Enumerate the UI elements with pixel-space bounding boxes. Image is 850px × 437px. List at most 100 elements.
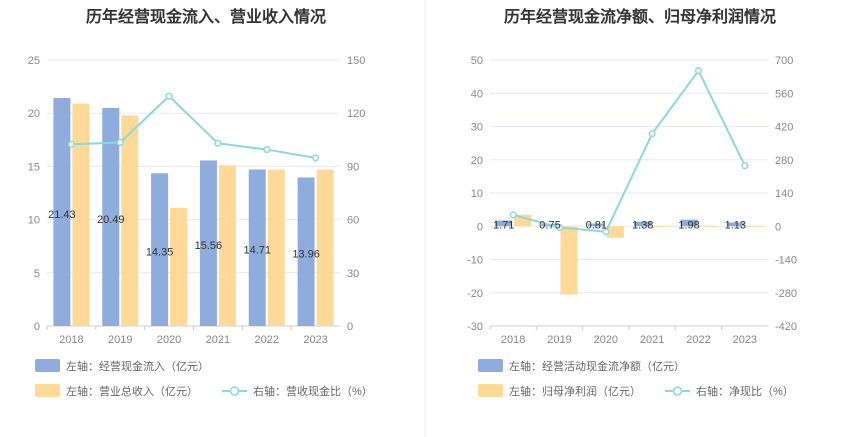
x-tick-label: 2019 bbox=[547, 334, 571, 346]
chart-1-title: 历年经营现金流入、营业收入情况 bbox=[86, 7, 326, 26]
bar-right-series bbox=[606, 226, 624, 238]
legend-label: 左轴：归母净利润（亿元） bbox=[509, 384, 641, 398]
y-right-tick-label: 120 bbox=[347, 108, 365, 120]
bar-right-series bbox=[514, 214, 532, 227]
legend-swatch bbox=[478, 359, 503, 372]
bar-left-axis bbox=[151, 173, 169, 326]
y-left-tick-label: 10 bbox=[471, 188, 483, 200]
bar-right-series bbox=[267, 169, 285, 326]
y-right-tick-label: 560 bbox=[775, 88, 793, 100]
bar-data-label: 21.43 bbox=[48, 209, 76, 221]
bar-right-series bbox=[218, 165, 236, 326]
y-left-tick-label: 30 bbox=[471, 122, 483, 134]
bar-data-label: 1.98 bbox=[678, 219, 699, 231]
y-right-tick-label: 700 bbox=[775, 55, 793, 67]
y-left-tick-label: 25 bbox=[28, 55, 40, 67]
y-right-tick-label: 90 bbox=[347, 161, 359, 173]
bar-left-axis bbox=[587, 223, 605, 227]
y-left-tick-label: 20 bbox=[28, 108, 40, 120]
ratio-point bbox=[165, 92, 173, 100]
legend-item: 左轴：经营活动现金流净额（亿元） bbox=[478, 359, 685, 373]
chart-2-title: 历年经营现金流净额、归母净利润情况 bbox=[504, 7, 776, 26]
bar-right-series bbox=[560, 226, 578, 295]
y-left-tick-label: 15 bbox=[28, 161, 40, 173]
bar-right-series bbox=[653, 225, 671, 227]
bar-data-label: 1.71 bbox=[493, 219, 514, 231]
ratio-point bbox=[648, 130, 656, 138]
y-right-tick-label: 420 bbox=[775, 122, 793, 134]
legend-item: 左轴：经营现金流入（亿元） bbox=[35, 359, 209, 373]
y-left-tick-label: 5 bbox=[34, 268, 40, 280]
legend-swatch bbox=[35, 359, 60, 372]
y-left-tick-label: 50 bbox=[471, 55, 483, 67]
legend-label: 右轴：营收现金比（%） bbox=[253, 384, 373, 398]
chart-1-plot: 0 5 10 15 20 25 0 30 60 90 120 150 2018 2019 2020 2021 2… bbox=[28, 55, 373, 398]
bar-right-series bbox=[72, 103, 90, 327]
ratio-point bbox=[116, 138, 124, 147]
x-tick-label: 2021 bbox=[206, 334, 230, 346]
x-tick-label: 2020 bbox=[157, 334, 181, 346]
legend-item: 左轴：营业总收入（亿元） bbox=[35, 384, 198, 398]
legend-label: 右轴：净现比（%） bbox=[696, 384, 794, 398]
bar-right-series bbox=[316, 169, 334, 326]
legend-item: 左轴：归母净利润（亿元） bbox=[478, 384, 641, 398]
bar-right-series bbox=[121, 115, 139, 326]
legend-item: 右轴：净现比（%） bbox=[665, 384, 794, 398]
legend-swatch bbox=[35, 384, 60, 397]
y-right-tick-label: 30 bbox=[347, 268, 359, 280]
legend-swatch-dot bbox=[672, 386, 683, 396]
ratio-point bbox=[602, 228, 610, 236]
bar-data-label: 1.13 bbox=[725, 219, 746, 231]
bar-data-label: 0.75 bbox=[539, 219, 560, 231]
ratio-line bbox=[71, 94, 316, 159]
legend-label: 左轴：营业总收入（亿元） bbox=[66, 384, 198, 398]
legend-swatch-dot bbox=[229, 386, 240, 396]
bar-left-axis bbox=[102, 107, 120, 327]
y-left-tick-label: -10 bbox=[467, 255, 483, 267]
bar-data-label: 20.49 bbox=[97, 214, 125, 226]
x-tick-label: 2019 bbox=[108, 334, 132, 346]
bar-left-axis bbox=[726, 222, 744, 227]
ratio-point bbox=[263, 146, 271, 154]
x-tick-label: 2018 bbox=[59, 334, 83, 346]
ratio-point bbox=[214, 139, 222, 147]
legend-item: 右轴：营收现金比（%） bbox=[222, 384, 373, 398]
legend-label: 左轴：经营活动现金流净额（亿元） bbox=[509, 359, 685, 373]
x-tick-label: 2018 bbox=[501, 334, 525, 346]
y-left-tick-label: 0 bbox=[477, 221, 483, 233]
bar-left-axis bbox=[297, 177, 315, 326]
legend-label: 左轴：经营现金流入（亿元） bbox=[66, 359, 209, 373]
bar-data-label: 14.35 bbox=[146, 247, 174, 259]
bar-data-label: 0.81 bbox=[586, 219, 607, 231]
bar-right-series bbox=[699, 225, 717, 227]
y-right-tick-label: 150 bbox=[347, 55, 365, 67]
bar-data-label: 1.38 bbox=[632, 219, 653, 231]
y-left-tick-label: 20 bbox=[471, 155, 483, 167]
y-right-tick-label: 280 bbox=[775, 155, 793, 167]
bar-left-axis bbox=[248, 169, 266, 326]
x-tick-label: 2021 bbox=[640, 334, 664, 346]
y-right-tick-label: 60 bbox=[347, 215, 359, 227]
y-right-tick-label: 0 bbox=[775, 221, 781, 233]
ratio-point bbox=[694, 67, 703, 75]
ratio-line bbox=[512, 68, 746, 233]
bar-left-axis bbox=[53, 97, 71, 326]
x-tick-label: 2020 bbox=[594, 334, 618, 346]
y-left-tick-label: 0 bbox=[34, 321, 40, 333]
y-left-tick-label: 10 bbox=[28, 215, 40, 227]
legend-swatch bbox=[478, 384, 503, 397]
x-tick-label: 2023 bbox=[733, 334, 757, 346]
chart-2-plot: -30 -20 -10 0 10 20 30 40 50 -420 -280 -140 0 140 280 4… bbox=[467, 55, 797, 398]
ratio-point bbox=[67, 140, 75, 148]
bar-left-axis bbox=[495, 220, 513, 227]
ratio-point bbox=[555, 223, 564, 231]
bar-right-series bbox=[170, 207, 188, 326]
y-right-tick-label: -140 bbox=[775, 255, 797, 267]
bar-left-axis bbox=[680, 219, 698, 227]
bar-right-series bbox=[745, 225, 763, 227]
y-left-tick-label: -30 bbox=[467, 321, 483, 333]
y-right-tick-label: -280 bbox=[775, 288, 797, 300]
x-tick-label: 2022 bbox=[255, 334, 279, 346]
